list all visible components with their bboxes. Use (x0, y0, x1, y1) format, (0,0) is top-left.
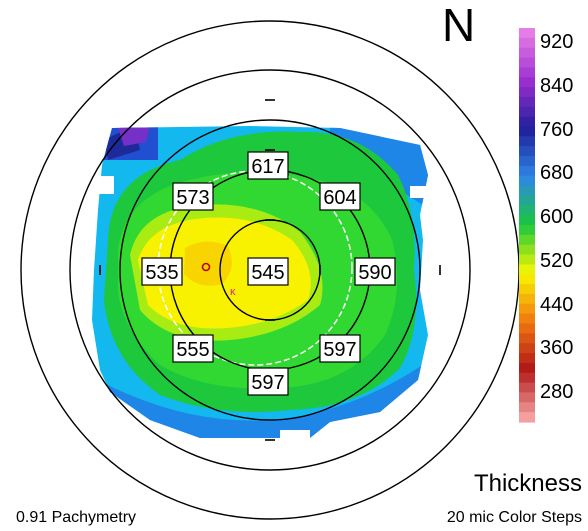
color-scale-step (519, 126, 535, 137)
color-scale-step (519, 37, 535, 49)
reading-inferior-nasal: 597 (319, 334, 361, 363)
reading-inferior: 597 (247, 367, 289, 396)
reading-superior-nasal-value: 604 (323, 187, 356, 209)
color-scale-step (519, 392, 535, 403)
reading-center: 545 (247, 257, 289, 286)
reading-superior-temporal-value: 573 (176, 187, 209, 209)
color-scale-step (519, 77, 535, 88)
ring-6mm (119, 119, 421, 421)
color-scale-step (519, 28, 535, 39)
color-scale-step (519, 205, 535, 216)
color-scale-step (519, 156, 535, 167)
color-scale-label: 360 (540, 337, 574, 360)
zone-rings (20, 20, 520, 520)
color-scale-step (519, 185, 535, 197)
color-scale-step (519, 87, 535, 98)
orientation-label: N (442, 0, 476, 51)
reading-nasal: 590 (354, 257, 396, 286)
color-scale-step (519, 313, 535, 325)
color-scale-step (519, 96, 535, 108)
color-scale-step (519, 57, 535, 68)
color-scale-step (519, 284, 535, 295)
color-scale-step (519, 343, 535, 354)
color-scale-bar (519, 28, 535, 423)
color-scale-step (519, 175, 535, 187)
left-edge-gap (92, 176, 114, 194)
color-scale-label: 760 (540, 118, 574, 141)
color-scale-step (519, 264, 535, 275)
color-scale-label: 600 (540, 206, 574, 229)
map-title: Thickness (473, 470, 582, 497)
ring-8mm (69, 69, 471, 471)
color-step-note: 20 mic Color Steps (446, 509, 582, 526)
color-scale-label: 840 (540, 74, 574, 97)
reading-temporal-value: 535 (145, 262, 178, 284)
reading-inferior-nasal-value: 597 (323, 339, 356, 361)
color-scale-step (519, 293, 535, 305)
pupil-center-marker (201, 262, 211, 272)
color-scale-step (519, 412, 535, 423)
bottom-edge-gap (280, 430, 310, 442)
reading-inferior-temporal: 555 (172, 334, 214, 363)
color-scale-step (519, 274, 535, 285)
reading-superior-nasal: 604 (319, 182, 361, 211)
color-scale-step (519, 215, 535, 226)
color-scale-step (519, 244, 535, 256)
color-scale-label: 680 (540, 162, 574, 185)
reading-inferior-temporal-value: 555 (176, 339, 209, 361)
reading-nasal-value: 590 (358, 262, 391, 284)
reading-center-value: 545 (251, 262, 284, 284)
color-scale-step (519, 136, 535, 147)
color-scale-label: 440 (540, 293, 574, 316)
color-scale-step (519, 333, 535, 344)
color-scale-step (519, 106, 535, 118)
color-scale-label: 280 (540, 381, 574, 404)
color-scale-step (519, 67, 535, 78)
color-scale-label: 920 (540, 31, 574, 53)
color-scale-step (519, 402, 535, 413)
top-left-purple-patch (118, 126, 150, 146)
color-scale-step (519, 165, 535, 177)
color-scale-step (519, 195, 535, 206)
color-scale-step (519, 234, 535, 246)
color-scale-step (519, 323, 535, 334)
color-scale-step (519, 254, 535, 265)
color-scale-step (519, 225, 535, 236)
white-dashed-ring (157, 170, 353, 366)
color-scale-step (519, 47, 535, 59)
measurement-label: 0.91 Pachymetry (16, 509, 137, 526)
color-scale-step (519, 353, 535, 364)
reading-temporal: 535 (141, 257, 183, 286)
color-scale-step (519, 116, 535, 128)
color-scale-step (519, 382, 535, 394)
color-scale-step (519, 362, 535, 374)
apex-marker: κ (230, 286, 236, 298)
reading-superior-temporal: 573 (172, 182, 214, 211)
readings: 617 573 604 535 545 590 555 597 (141, 151, 396, 396)
reading-superior-value: 617 (251, 156, 284, 178)
color-scale-label: 520 (540, 249, 574, 272)
reading-inferior-value: 597 (251, 372, 284, 394)
reading-superior: 617 (247, 151, 289, 180)
color-scale-step (519, 372, 535, 384)
color-scale-step (519, 146, 535, 157)
color-scale-step (519, 303, 535, 315)
right-edge-gap (410, 186, 430, 198)
